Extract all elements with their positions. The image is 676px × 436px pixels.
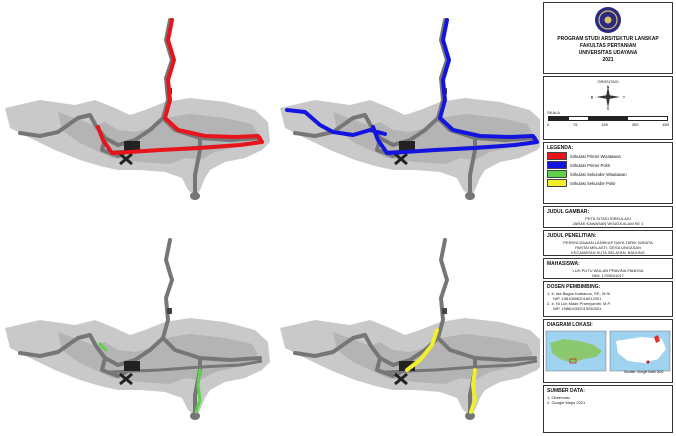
- student-nim: NIM. 1705541017: [592, 273, 624, 278]
- year: 2021: [602, 57, 614, 63]
- university-name: UNIVERSITAS UDAYANA: [578, 50, 638, 56]
- source-title-label: SUMBER DATA:: [547, 388, 585, 394]
- scale-tick: 450: [662, 122, 669, 127]
- supervisors-block: DOSEN PEMBIMBING: 1. Ir. Ida Bagus Kadia…: [543, 281, 673, 317]
- legend-swatch-blue: [547, 161, 567, 169]
- legend-title: LEGENDA:: [547, 145, 574, 151]
- location-caption: Sumber: Google Earth 2021: [624, 370, 664, 374]
- supervisor-1-name: 1. Ir. Ida Bagus Kadianus, SP., M.Si: [547, 291, 611, 296]
- location-title-label: DIAGRAM LOKASI:: [547, 322, 593, 328]
- scale-label: SKALA: [547, 110, 560, 115]
- university-logo: [595, 7, 621, 33]
- legend-block: LEGENDA: Sirkulasi Primer Wisatawan Sirk…: [543, 142, 673, 204]
- supervisor-2-name: 2. Ir. Ni Luh Made Pramiyanthi, M.P.: [547, 301, 611, 306]
- route-sekunder-pokir: [405, 328, 478, 414]
- route-primer-pokir: [285, 18, 539, 155]
- research-line1: PERENCANAAN LANSKAP DAYA TARIK WISATA: [563, 240, 653, 245]
- compass-icon: N B T S: [591, 85, 626, 110]
- legend-swatch-yellow: [547, 179, 567, 187]
- map-panel-primer-wisatawan: [3, 18, 272, 202]
- student-name: LUH PUTU WULAN PRAVINA PANDSA: [572, 268, 644, 273]
- legend-item: Sirkulasi Sekunder Wisatawan: [547, 170, 669, 178]
- scale-ticks: 0 75 150 300 450: [547, 122, 669, 127]
- faculty-name: FAKULTAS PERTANIAN: [579, 43, 637, 49]
- map-panel-primer-pokir: [278, 18, 540, 202]
- legend-item: Sirkulasi Primer Wisatawan: [547, 152, 669, 160]
- location-block: DIAGRAM LOKASI: Sumber: Google Earth 202…: [543, 319, 673, 383]
- research-line3: KECAMATAN KUTA SELATAN, BADUNG: [571, 250, 645, 255]
- legend-label: Sirkulasi Primer Wisatawan: [570, 153, 621, 159]
- legend-label: Sirkulasi Primer Pokir: [570, 162, 611, 168]
- drawing-title-line2: JARAK KAWASAN WISATA ALAM KE 1: [572, 221, 644, 226]
- supervisor-2-nip: NIP. 198804302019032001: [553, 306, 602, 311]
- source-item-2: 2. Google Maps 2021: [547, 400, 586, 405]
- research-title-block: JUDUL PENELITIAN: PERENCANAAN LANSKAP DA…: [543, 230, 673, 256]
- research-line2: PANTAI MELASTI, DESA UNGASAN: [575, 245, 641, 250]
- legend-label: Sirkulasi Sekunder Wisatawan: [570, 171, 627, 177]
- source-block: SUMBER DATA: 1. Observasi 2. Google Maps…: [543, 385, 673, 433]
- source-item-1: 1. Observasi: [547, 395, 570, 400]
- legend-swatch-green: [547, 170, 567, 178]
- compass-s: S: [607, 106, 610, 110]
- map-panel-sekunder-wisatawan: [3, 238, 272, 422]
- scale-bar: [548, 116, 668, 121]
- drawing-title-line1: PETA SITASI SIRKULASI: [585, 216, 631, 221]
- scale-tick: 150: [601, 122, 608, 127]
- map-panel-sekunder-pokir: [278, 238, 540, 422]
- compass-w: B: [591, 95, 594, 100]
- program-name: PROGRAM STUDI ARSITEKTUR LANSKAP: [557, 36, 659, 42]
- scale-tick: 300: [631, 122, 639, 127]
- route-primer-wisatawan: [96, 18, 264, 155]
- student-title-label: MAHASISWA:: [547, 261, 580, 267]
- compass-e: T: [623, 95, 626, 100]
- legend-label: Sirkulasi Sekunder Pokir: [570, 180, 616, 186]
- orientation-block: ORIENTASI N B T S SKALA 0 75 150 300 450: [543, 76, 673, 140]
- legend-swatch-red: [547, 152, 567, 160]
- drawing-title-block: JUDUL GAMBAR: PETA SITASI SIRKULASI JARA…: [543, 206, 673, 228]
- location-maps: Sumber: Google Earth 2021: [545, 330, 671, 374]
- route-sekunder-wisatawan: [98, 342, 202, 414]
- student-block: MAHASISWA: LUH PUTU WULAN PRAVINA PANDSA…: [543, 258, 673, 279]
- drawing-title-label: JUDUL GAMBAR:: [547, 209, 590, 215]
- title-block: PROGRAM STUDI ARSITEKTUR LANSKAP FAKULTA…: [543, 2, 673, 74]
- scale-tick: 75: [573, 122, 578, 127]
- supervisor-1-nip: NIP. 198108062018012001: [553, 296, 602, 301]
- legend-item: Sirkulasi Sekunder Pokir: [547, 179, 669, 187]
- orientation-label: ORIENTASI: [597, 79, 619, 84]
- supervisors-title-label: DOSEN PEMBIMBING:: [547, 284, 601, 290]
- compass-n: N: [607, 85, 610, 89]
- legend-item: Sirkulasi Primer Pokir: [547, 161, 669, 169]
- map-panels: [3, 18, 540, 422]
- research-title-label: JUDUL PENELITIAN:: [547, 233, 597, 239]
- scale-tick: 0: [547, 122, 550, 127]
